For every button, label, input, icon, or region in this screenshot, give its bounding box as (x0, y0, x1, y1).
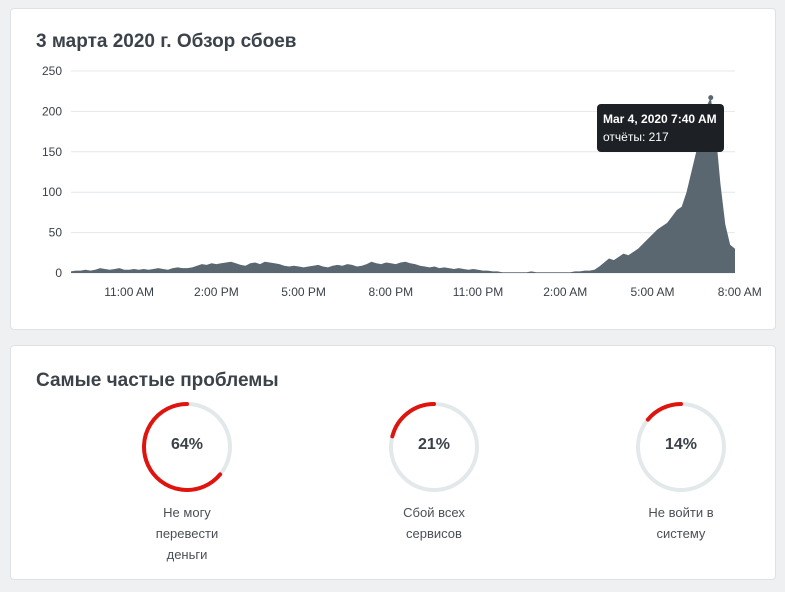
donut-chart (636, 402, 726, 492)
x-tick-label: 11:00 AM (104, 285, 154, 299)
y-tick-label: 0 (55, 266, 62, 280)
donut-arc (142, 402, 223, 492)
outage-chart-card: 3 марта 2020 г. Обзор сбоев 0 50 100 150 200… (10, 8, 776, 330)
donut-chart (142, 402, 232, 492)
x-tick-label: 5:00 PM (281, 285, 326, 299)
donut-arc (645, 402, 683, 422)
top-problems-card: Самые частые проблемы 64% Не могу переве… (10, 345, 776, 580)
problem-label-line: Сбой всех (403, 505, 465, 520)
problem-percent: 64% (170, 436, 204, 453)
problem-label-line: сервисов (406, 526, 462, 541)
problem-item-login[interactable]: 14% Не войти в систему (581, 401, 781, 544)
y-tick-label: 250 (42, 64, 62, 78)
problem-percent: 14% (664, 436, 698, 453)
problem-label-line: Не войти в (648, 505, 714, 520)
outage-reports-area (71, 97, 735, 273)
x-tick-label: 8:00 AM (718, 285, 762, 299)
y-tick-label: 100 (42, 185, 62, 199)
problem-item-transfer-money[interactable]: 64% Не могу перевести деньги (87, 401, 287, 565)
chart-tooltip: Mar 4, 2020 7:40 AM отчёты: 217 (597, 104, 724, 152)
donut-chart (389, 402, 479, 492)
x-tick-label: 11:00 PM (453, 285, 503, 299)
x-tick-label: 8:00 PM (368, 285, 413, 299)
chart-title: 3 марта 2020 г. Обзор сбоев (36, 31, 297, 52)
problem-label: Не войти в систему (581, 502, 781, 544)
problem-label: Не могу перевести деньги (87, 502, 287, 565)
x-tick-label: 5:00 AM (630, 285, 674, 299)
y-tick-label: 50 (49, 226, 63, 240)
problem-label-line: систему (656, 526, 706, 541)
peak-point-marker (708, 95, 714, 101)
problem-item-all-services[interactable]: 21% Сбой всех сервисов (334, 401, 534, 544)
tooltip-value: отчёты: 217 (603, 130, 669, 144)
y-tick-label: 150 (42, 145, 62, 159)
x-tick-label: 2:00 AM (543, 285, 587, 299)
problem-label-line: Не могу (163, 505, 211, 520)
problem-label: Сбой всех сервисов (334, 502, 534, 544)
problem-percent: 21% (417, 436, 451, 453)
x-tick-label: 2:00 PM (194, 285, 239, 299)
problem-label-line: деньги (166, 547, 208, 562)
problem-label-line: перевести (155, 526, 219, 541)
y-tick-label: 200 (42, 104, 62, 118)
donut-arc (390, 402, 436, 439)
outage-area-chart[interactable]: 0 50 100 150 200 250 11:00 AM 2:00 PM 5:00 PM 8:0… (11, 9, 775, 329)
tooltip-title: Mar 4, 2020 7:40 AM (603, 112, 717, 126)
problems-title: Самые частые проблемы (36, 370, 279, 391)
